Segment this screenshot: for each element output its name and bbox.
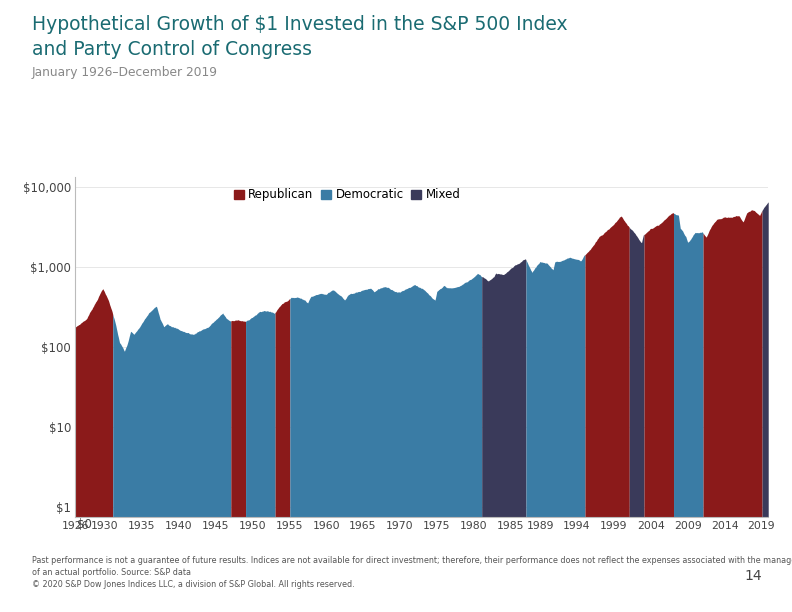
Text: of an actual portfolio. Source: S&P data: of an actual portfolio. Source: S&P data [32,568,191,577]
Text: Past performance is not a guarantee of future results. Indices are not available: Past performance is not a guarantee of f… [32,556,792,565]
Text: and Party Control of Congress: and Party Control of Congress [32,40,312,59]
Text: © 2020 S&P Dow Jones Indices LLC, a division of S&P Global. All rights reserved.: © 2020 S&P Dow Jones Indices LLC, a divi… [32,580,354,589]
Text: $0: $0 [78,518,93,531]
Legend: Republican, Democratic, Mixed: Republican, Democratic, Mixed [234,188,460,201]
Text: Hypothetical Growth of $1 Invested in the S&P 500 Index: Hypothetical Growth of $1 Invested in th… [32,15,567,34]
Text: 14: 14 [744,569,762,583]
Text: January 1926–December 2019: January 1926–December 2019 [32,66,218,79]
